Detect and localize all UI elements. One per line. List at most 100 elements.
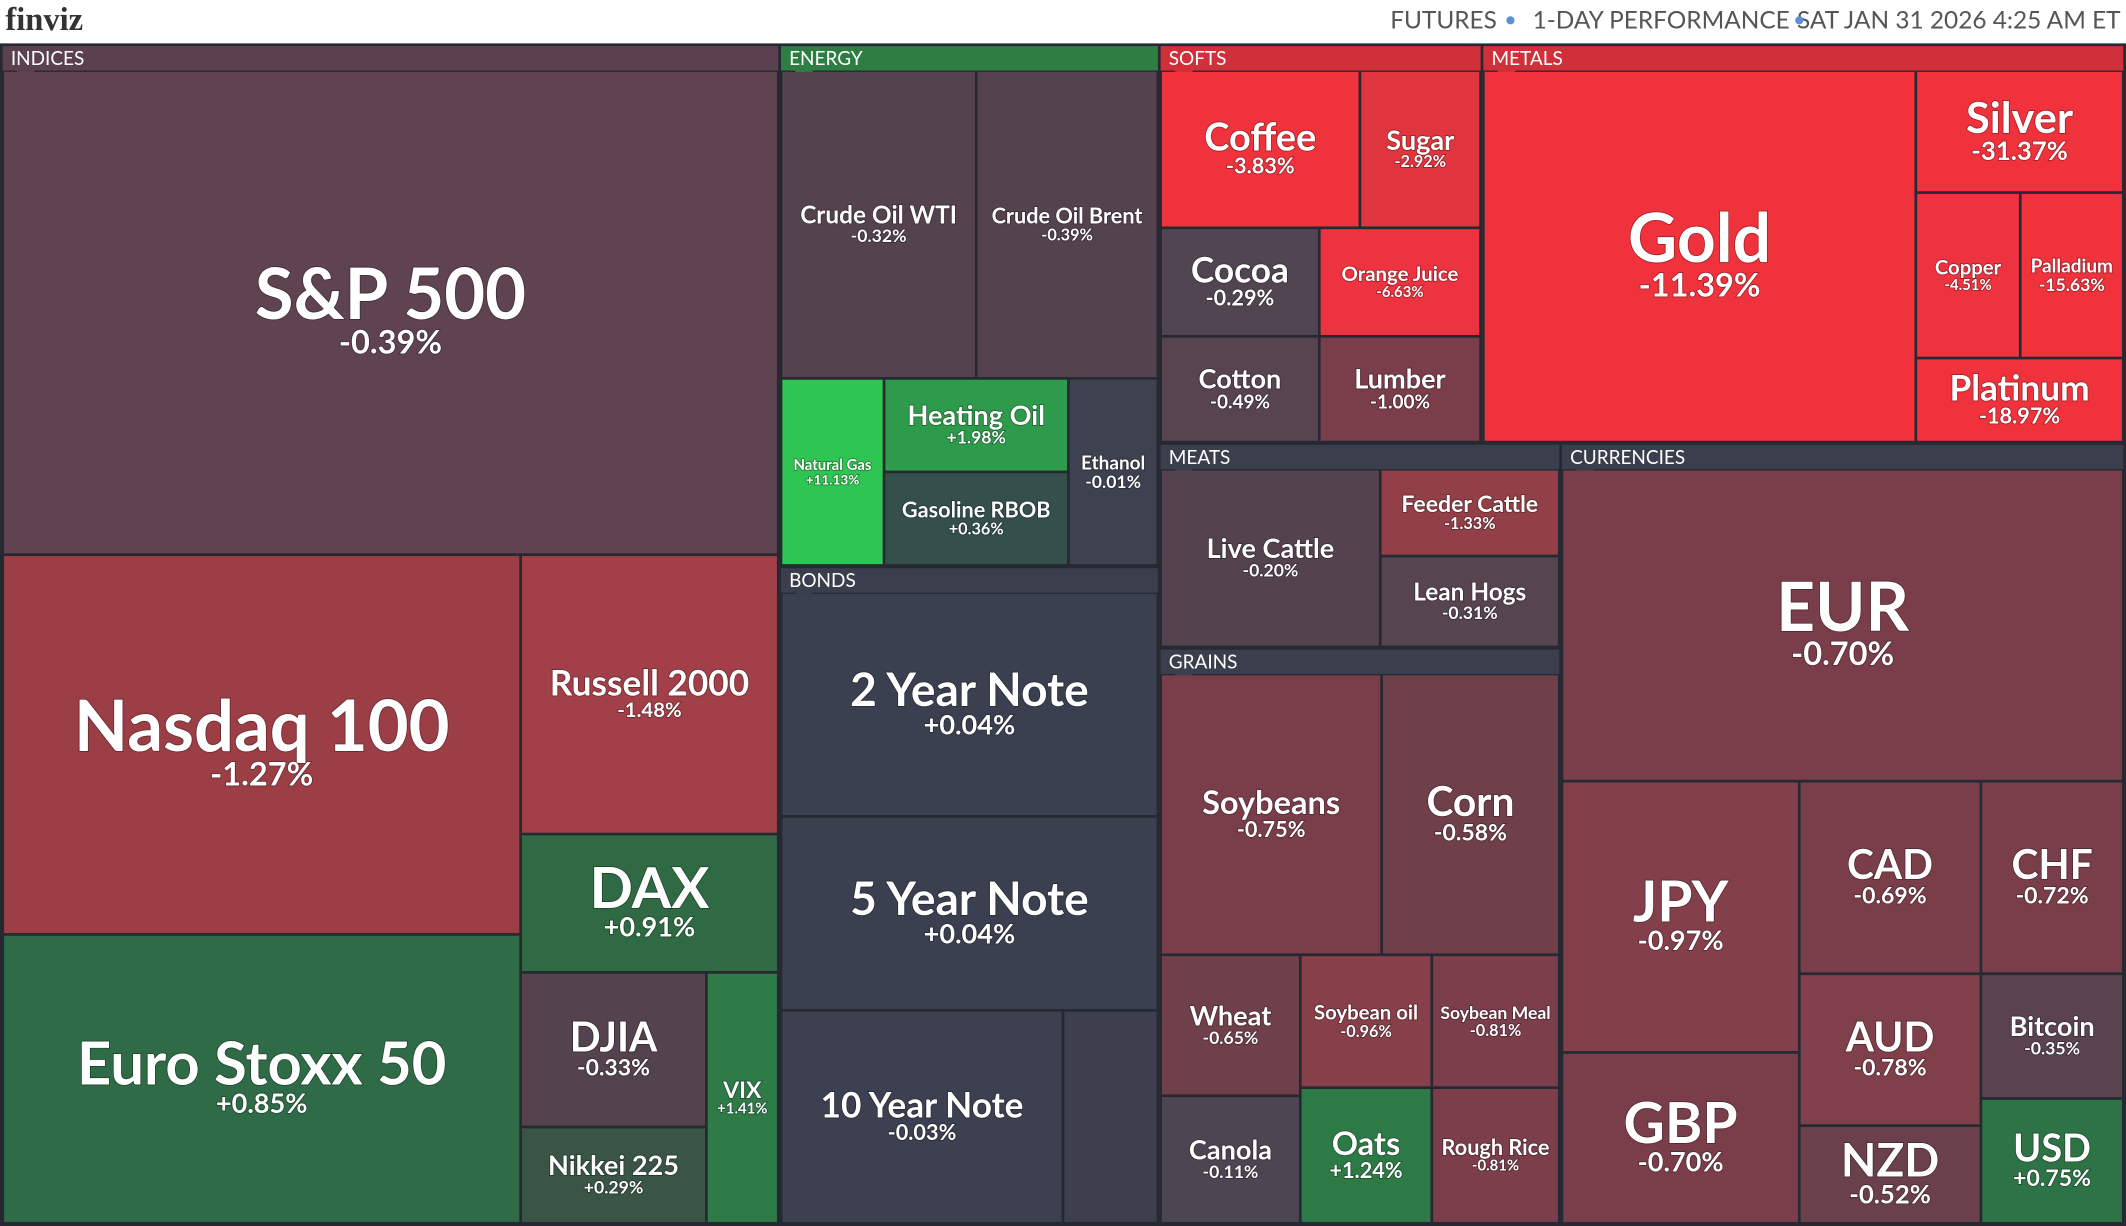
tile[interactable]: [1069, 379, 1157, 565]
group-label[interactable]: MEATS: [1169, 446, 1231, 469]
group-label[interactable]: SOFTS: [1169, 47, 1227, 70]
tile-change[interactable]: -4.51%: [1944, 275, 1993, 295]
tile[interactable]: [782, 817, 1157, 1010]
tile[interactable]: [782, 1011, 1062, 1222]
tile-change[interactable]: -0.35%: [2023, 1037, 2080, 1060]
tile-name[interactable]: Crude Oil WTI: [799, 200, 957, 231]
tile[interactable]: [707, 973, 777, 1222]
tile-name[interactable]: Soybeans: [1201, 781, 1341, 822]
tile-change[interactable]: -3.83%: [1225, 152, 1295, 180]
tile-change[interactable]: -0.65%: [1202, 1026, 1259, 1049]
tile[interactable]: [885, 379, 1068, 471]
tile-name[interactable]: S&P 500: [254, 249, 527, 336]
tile-change[interactable]: +0.04%: [923, 915, 1016, 950]
tile-name[interactable]: JPY: [1632, 866, 1730, 936]
tile-name[interactable]: Feeder Cattle: [1401, 488, 1539, 518]
tile-name[interactable]: Live Cattle: [1206, 530, 1335, 565]
tile-change[interactable]: -1.33%: [1443, 513, 1496, 534]
tile[interactable]: [1917, 193, 2019, 357]
tile-name[interactable]: USD: [2012, 1125, 2091, 1172]
tile[interactable]: [1982, 1099, 2122, 1222]
tile-change[interactable]: +1.24%: [1329, 1156, 1404, 1184]
tile-name[interactable]: Wheat: [1189, 997, 1272, 1032]
tile[interactable]: [1301, 956, 1431, 1087]
tile-change[interactable]: -31.37%: [1970, 135, 2068, 167]
tile-change[interactable]: -0.01%: [1084, 470, 1141, 493]
tile-name[interactable]: Lean Hogs: [1412, 577, 1527, 608]
tile-change[interactable]: -0.78%: [1853, 1052, 1928, 1082]
tile[interactable]: [522, 973, 706, 1126]
tile[interactable]: [1161, 229, 1318, 335]
tile-change[interactable]: -0.39%: [1040, 225, 1093, 246]
tile[interactable]: [1382, 675, 1558, 954]
tile-change[interactable]: -18.97%: [1978, 402, 2061, 430]
tile-name[interactable]: Gasoline RBOB: [901, 496, 1051, 524]
tile-name[interactable]: NZD: [1840, 1130, 1940, 1188]
tile-change[interactable]: -0.20%: [1242, 559, 1299, 582]
tile[interactable]: [1161, 71, 1359, 227]
tile[interactable]: [1800, 975, 1980, 1125]
tile-change[interactable]: -0.97%: [1637, 922, 1725, 957]
tile-change[interactable]: -0.72%: [2015, 880, 2090, 910]
group-label[interactable]: INDICES: [11, 47, 84, 70]
tile[interactable]: [1161, 470, 1379, 646]
tile-change[interactable]: -6.63%: [1375, 282, 1424, 302]
tile-change[interactable]: +0.75%: [2012, 1162, 2091, 1192]
tile[interactable]: [1563, 470, 2122, 780]
tile-change[interactable]: -0.32%: [850, 224, 907, 247]
tile-change[interactable]: -0.03%: [887, 1118, 957, 1146]
tile-change[interactable]: +0.91%: [603, 909, 696, 944]
tile[interactable]: [782, 379, 883, 565]
tile[interactable]: [1917, 359, 2122, 441]
group-label[interactable]: ENERGY: [789, 47, 863, 70]
tile-change[interactable]: -11.39%: [1638, 263, 1762, 304]
tile-name[interactable]: Copper: [1934, 255, 2002, 281]
tile-name[interactable]: Canola: [1188, 1132, 1273, 1167]
tile-name[interactable]: EUR: [1775, 564, 1910, 647]
tile[interactable]: [1982, 975, 2122, 1098]
tile[interactable]: [1161, 337, 1318, 441]
tile-name[interactable]: Cocoa: [1190, 247, 1290, 292]
tile-name[interactable]: Lumber: [1353, 361, 1447, 396]
tile-name[interactable]: AUD: [1844, 1011, 1935, 1062]
logo[interactable]: finviz: [5, 2, 83, 38]
tile[interactable]: [4, 556, 520, 934]
tile[interactable]: [522, 1128, 706, 1222]
tile-change[interactable]: -2.92%: [1394, 151, 1447, 172]
tile-change[interactable]: -0.70%: [1790, 632, 1895, 673]
tile-change[interactable]: -0.52%: [1848, 1179, 1931, 1211]
tile[interactable]: [4, 935, 520, 1222]
tile-name[interactable]: Crude Oil Brent: [991, 202, 1144, 230]
header-item[interactable]: FUTURES: [1390, 5, 1497, 34]
tile-change[interactable]: -0.29%: [1205, 284, 1275, 312]
tile-name[interactable]: Coffee: [1203, 114, 1317, 161]
tile-change[interactable]: -1.27%: [209, 753, 314, 794]
tile-name[interactable]: Palladium: [2030, 254, 2114, 279]
tile-change[interactable]: -0.81%: [1469, 1020, 1522, 1041]
tile-name[interactable]: Nikkei 225: [547, 1147, 680, 1182]
tile[interactable]: [1161, 956, 1299, 1095]
tile[interactable]: [885, 473, 1068, 565]
tile[interactable]: [522, 556, 777, 833]
tile[interactable]: [977, 71, 1157, 378]
tile-name[interactable]: Euro Stoxx 50: [76, 1025, 447, 1099]
tile-change[interactable]: -0.69%: [1853, 880, 1928, 910]
tile-change[interactable]: -0.96%: [1339, 1021, 1392, 1042]
tile[interactable]: [1433, 1089, 1558, 1222]
tile-name[interactable]: Oats: [1331, 1122, 1401, 1163]
tile-name[interactable]: VIX: [721, 1074, 762, 1104]
tile-change[interactable]: +1.41%: [716, 1099, 768, 1119]
group-label[interactable]: BONDS: [789, 569, 856, 592]
tile-name[interactable]: Russell 2000: [549, 660, 750, 705]
group-label[interactable]: GRAINS: [1169, 651, 1238, 674]
tile-name[interactable]: 10 Year Note: [820, 1082, 1024, 1127]
tile[interactable]: [1484, 71, 1915, 441]
tile-name[interactable]: Gold: [1627, 195, 1772, 278]
tile-change[interactable]: -0.58%: [1433, 816, 1508, 846]
tile[interactable]: [1161, 675, 1381, 954]
tile-change[interactable]: -15.63%: [2038, 273, 2106, 296]
tile-name[interactable]: CHF: [2011, 838, 2094, 889]
tile-change[interactable]: +0.04%: [923, 707, 1016, 742]
tile-name[interactable]: DAX: [589, 852, 711, 922]
tile-name[interactable]: Cotton: [1198, 361, 1282, 396]
